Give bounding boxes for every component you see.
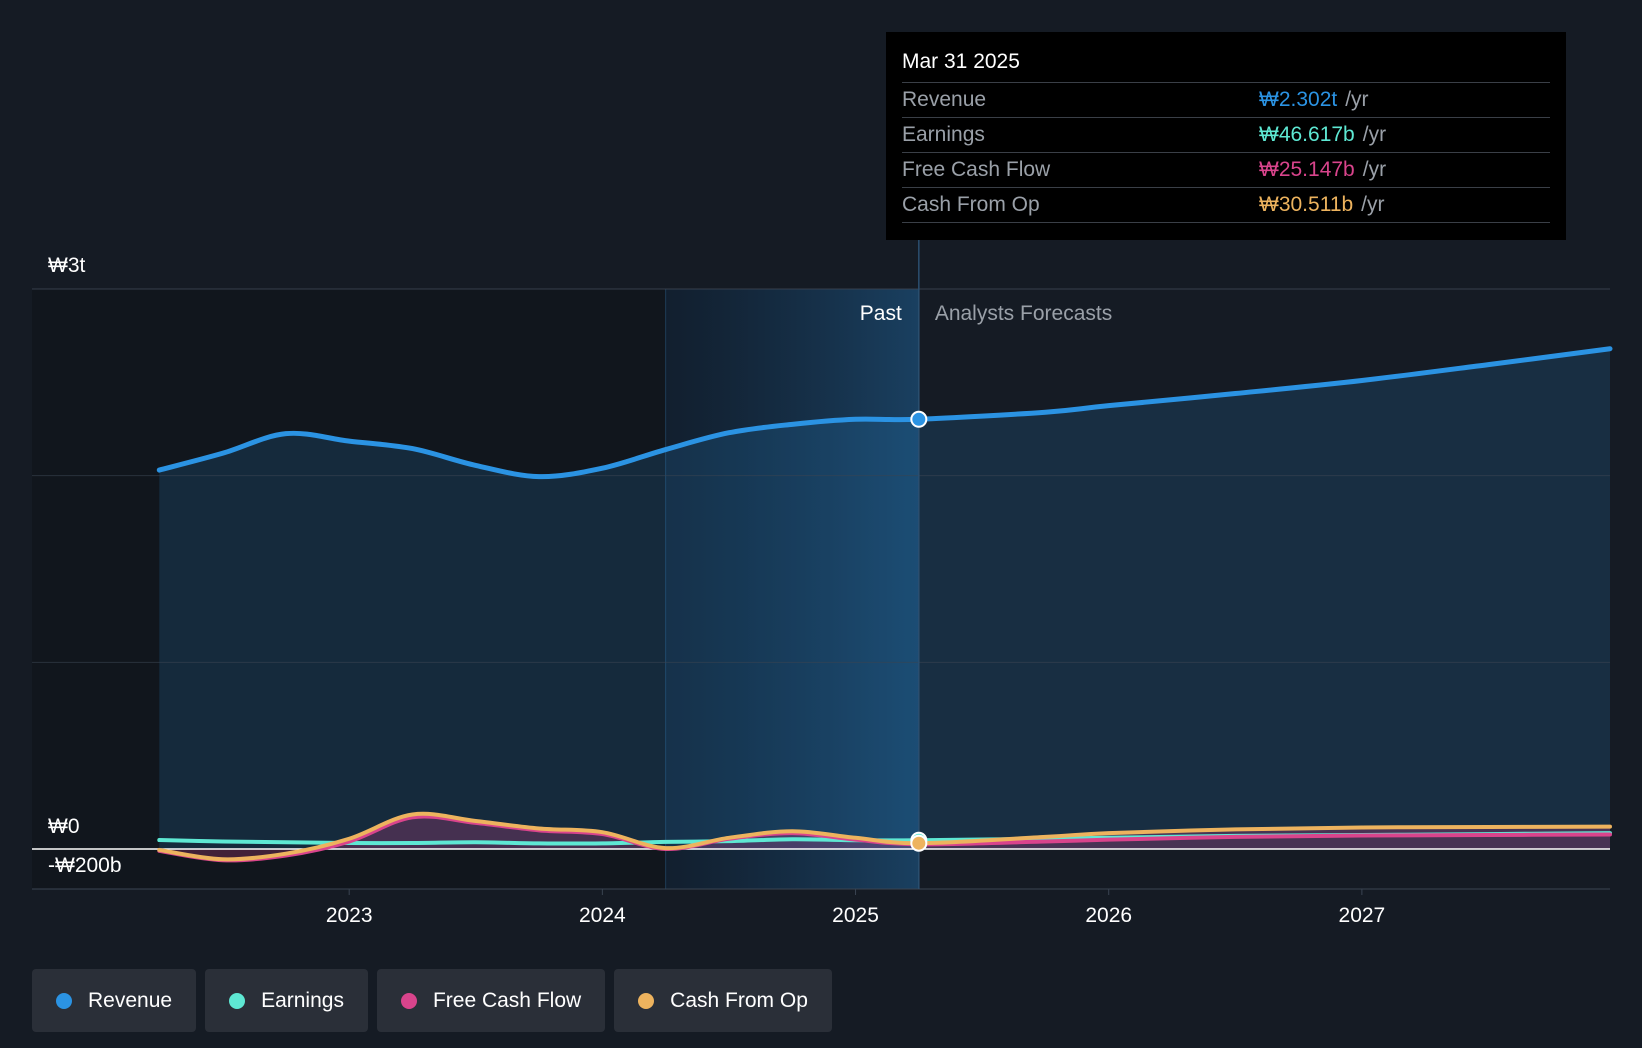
legend-label: Earnings [261,988,344,1012]
tooltip-unit: /yr [1362,123,1387,146]
tooltip-row-free-cash-flow: Free Cash Flow ₩25.147b /yr [902,153,1550,188]
legend-item-cash-from-op[interactable]: Cash From Op [614,969,832,1032]
legend-dot-icon [229,992,246,1009]
legend-label: Cash From Op [670,988,808,1012]
legend-item-revenue[interactable]: Revenue [32,969,197,1032]
tooltip-label: Cash From Op [902,193,1040,216]
legend-label: Free Cash Flow [432,988,582,1012]
legend-item-earnings[interactable]: Earnings [205,969,368,1032]
tooltip-unit: /yr [1361,193,1385,216]
revenue-line [156,346,1613,480]
y-tick-label: ₩3t [48,254,86,277]
cash-from-op-marker [910,834,928,852]
legend-dot-icon [56,992,72,1009]
legend: Revenue Earnings Free Cash Flow Cash Fro… [32,969,832,1032]
tooltip-unit: /yr [1362,158,1387,181]
tooltip-date: Mar 31 2025 [902,46,1550,83]
legend-label: Revenue [88,988,173,1012]
tooltip-value: ₩25.147b [1259,158,1355,181]
recent-period-band [665,289,919,889]
tooltip-row-earnings: Earnings ₩46.617b /yr [902,118,1550,153]
legend-item-free-cash-flow[interactable]: Free Cash Flow [376,969,606,1032]
tooltip-label: Free Cash Flow [902,158,1051,181]
revenue-marker [910,410,928,428]
tooltip-unit: /yr [1345,88,1369,111]
tooltip: Mar 31 2025 Revenue ₩2.302t /yr Earnings… [886,32,1566,240]
tooltip-row-cash-from-op: Cash From Op ₩30.511b /yr [902,188,1550,223]
tooltip-label: Earnings [902,123,985,146]
forecast-label: Analysts Forecasts [935,302,1112,325]
y-tick-label: -₩200b [48,854,122,877]
cash-from-op-line [157,811,1612,862]
tooltip-value: ₩2.302t [1259,88,1338,111]
tooltip-value: ₩30.511b [1259,193,1354,216]
tooltip-label: Revenue [902,88,987,111]
past-label: Past [860,302,902,325]
x-tick-label: 2027 [1339,904,1386,927]
x-tick-label: 2025 [832,904,879,927]
x-tick-label: 2023 [326,904,373,927]
x-tick-label: 2026 [1085,904,1132,927]
legend-dot-icon [638,992,655,1009]
x-tick-label: 2024 [579,904,626,927]
legend-dot-icon [400,992,417,1009]
revenue-area [159,348,1610,849]
tooltip-value: ₩46.617b [1259,123,1355,146]
cash-from-op-area [159,813,1610,860]
y-tick-label: ₩0 [48,815,80,838]
tooltip-row-revenue: Revenue ₩2.302t /yr [902,83,1550,118]
